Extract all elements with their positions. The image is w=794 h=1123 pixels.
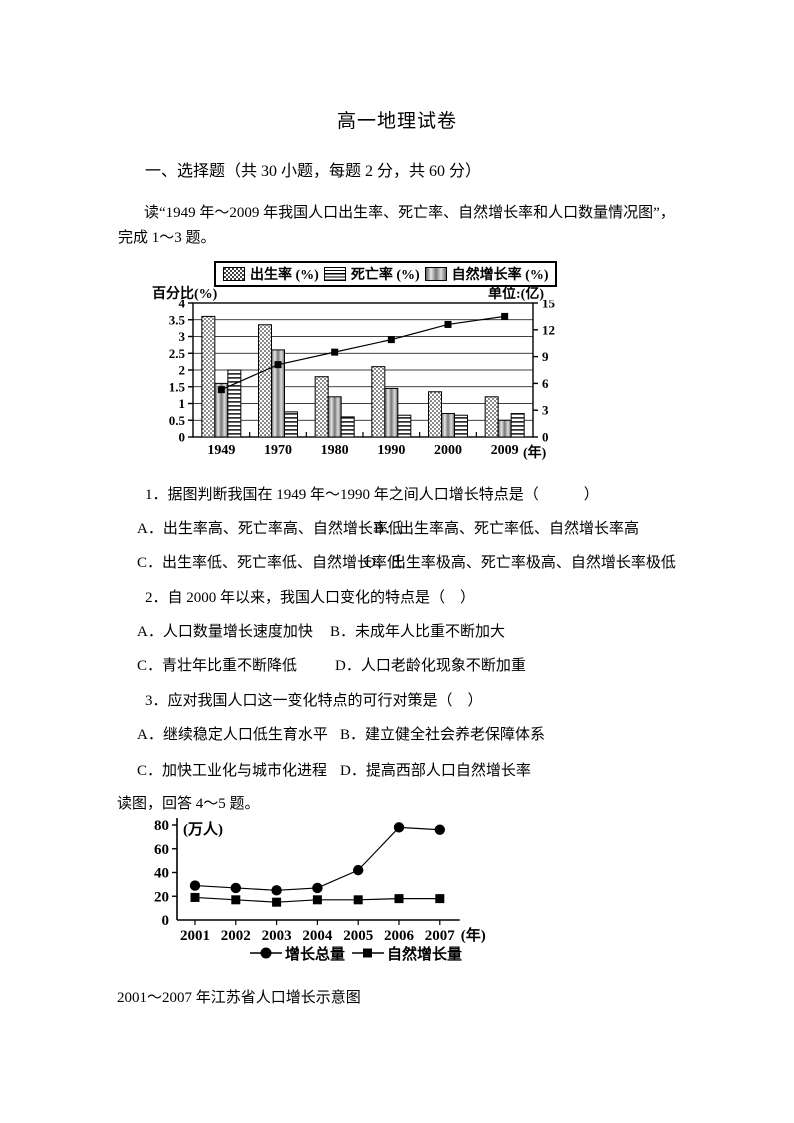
read-prompt: 读图，回答 4～5 题。 (117, 796, 260, 812)
svg-text:0: 0 (179, 430, 186, 445)
svg-text:1.5: 1.5 (169, 379, 186, 394)
svg-text:2007: 2007 (425, 928, 456, 944)
question-1-option-c: C．出生率低、死亡率低、自然增长率低 (137, 555, 403, 571)
svg-text:12: 12 (542, 322, 555, 337)
question-2-option-b: B．未成年人比重不断加大 (330, 624, 506, 640)
page-title: 高一地理试卷 (336, 111, 457, 132)
legend-label-natural-growth: 自然增长率 (%) (451, 268, 549, 283)
intro-text-line2: 完成 1～3 题。 (118, 230, 216, 246)
question-2-option-c: C．青壮年比重不断降低 (137, 658, 298, 674)
question-3-option-c: C．加快工业化与城市化进程 (137, 763, 328, 779)
svg-text:4: 4 (179, 300, 186, 311)
svg-text:2001: 2001 (180, 928, 210, 944)
svg-text:2009: 2009 (491, 443, 519, 458)
svg-text:(年): (年) (523, 444, 547, 461)
svg-text:2004: 2004 (302, 928, 333, 944)
svg-text:2.5: 2.5 (169, 346, 186, 361)
svg-text:0.5: 0.5 (169, 413, 186, 428)
population-line (221, 315, 505, 391)
svg-text:1980: 1980 (321, 443, 349, 458)
svg-text:1949: 1949 (207, 443, 235, 458)
natural-growth-swatch-icon (424, 267, 447, 281)
svg-text:2006: 2006 (384, 928, 415, 944)
svg-text:40: 40 (154, 866, 169, 882)
svg-text:15: 15 (542, 300, 556, 311)
svg-text:2003: 2003 (262, 928, 292, 944)
chart1-plot: 0 0.5 1 1.52 2.5 3 3.54 0 3 6 9 12 15 1949 1970 1980 199… (169, 300, 556, 461)
svg-text:2005: 2005 (343, 928, 373, 944)
svg-text:自然增长量: 自然增长量 (387, 945, 462, 963)
svg-text:增长总量: 增长总量 (285, 945, 345, 963)
svg-text:0: 0 (162, 913, 170, 929)
svg-text:20: 20 (154, 889, 169, 905)
svg-text:2002: 2002 (221, 928, 251, 944)
section-heading: 一、选择题（共 30 小题，每题 2 分，共 60 分） (145, 163, 482, 180)
question-3-stem: 3．应对我国人口这一变化特点的可行对策是（ ） (145, 693, 483, 709)
svg-text:0: 0 (542, 430, 549, 445)
chart1-legend: 出生率 (%) 死亡率 (%) 自然增长率 (%) (214, 261, 558, 287)
svg-text:3: 3 (179, 329, 186, 344)
svg-text:2000: 2000 (434, 443, 462, 458)
svg-text:(年): (年) (461, 926, 486, 944)
question-1-option-b: B．出生率高、死亡率低、自然增长率高 (374, 521, 640, 537)
death-rate-swatch-icon (323, 267, 346, 281)
svg-text:2: 2 (179, 363, 186, 378)
chart2-legend: 增长总量 自然增长量 (250, 945, 462, 963)
svg-text:(万人): (万人) (183, 821, 223, 838)
legend-label-birth-rate: 出生率 (%) (250, 268, 319, 283)
question-2-option-a: A．人口数量增长速度加快 (137, 624, 313, 640)
right-axis-title: 单位:(亿) (488, 287, 544, 302)
question-3-option-d: D．提高西部人口自然增长率 (340, 763, 531, 779)
intro-text-line1: 读“1949 年～2009 年我国人口出生率、死亡率、自然增长率和人口数量情况图… (144, 205, 675, 221)
question-3-option-b: B．建立健全社会养老保障体系 (340, 727, 546, 743)
chart2-caption: 2001～2007 年江苏省人口增长示意图 (117, 990, 361, 1006)
chart-population-rates: 出生率 (%) 死亡率 (%) 自然增长率 (%) 百分比(%) 单位:(亿) … (150, 258, 590, 470)
legend-label-death-rate: 死亡率 (%) (350, 268, 420, 283)
question-2-stem: 2．自 2000 年以来，我国人口变化的特点是（ ） (145, 590, 476, 606)
bar-series (201, 315, 525, 438)
chart-jiangsu-growth: 0 20 40 60 80 (万人) 2001 2002 2003 2004 2005 2006 200… (154, 818, 486, 963)
birth-rate-swatch-icon (223, 267, 245, 281)
question-1-stem: 1．据图判断我国在 1949 年～1990 年之间人口增长特点是（ ） (145, 487, 599, 503)
svg-text:6: 6 (542, 376, 549, 391)
svg-text:1990: 1990 (377, 443, 405, 458)
question-2-option-d: D．人口老龄化现象不断加重 (335, 658, 526, 674)
svg-text:3: 3 (542, 403, 549, 418)
svg-text:3.5: 3.5 (169, 312, 186, 327)
question-1-option-d: D．出生率极高、死亡率极高、自然增长率极低 (365, 555, 676, 571)
question-1-option-a: A．出生率高、死亡率高、自然增长率低 (137, 521, 403, 537)
svg-text:1970: 1970 (264, 443, 292, 458)
svg-text:60: 60 (154, 842, 169, 858)
left-axis-title: 百分比(%) (152, 287, 218, 302)
question-3-option-a: A．继续稳定人口低生育水平 (137, 727, 328, 743)
svg-text:9: 9 (542, 349, 549, 364)
svg-text:80: 80 (154, 818, 169, 834)
svg-text:1: 1 (179, 396, 186, 411)
